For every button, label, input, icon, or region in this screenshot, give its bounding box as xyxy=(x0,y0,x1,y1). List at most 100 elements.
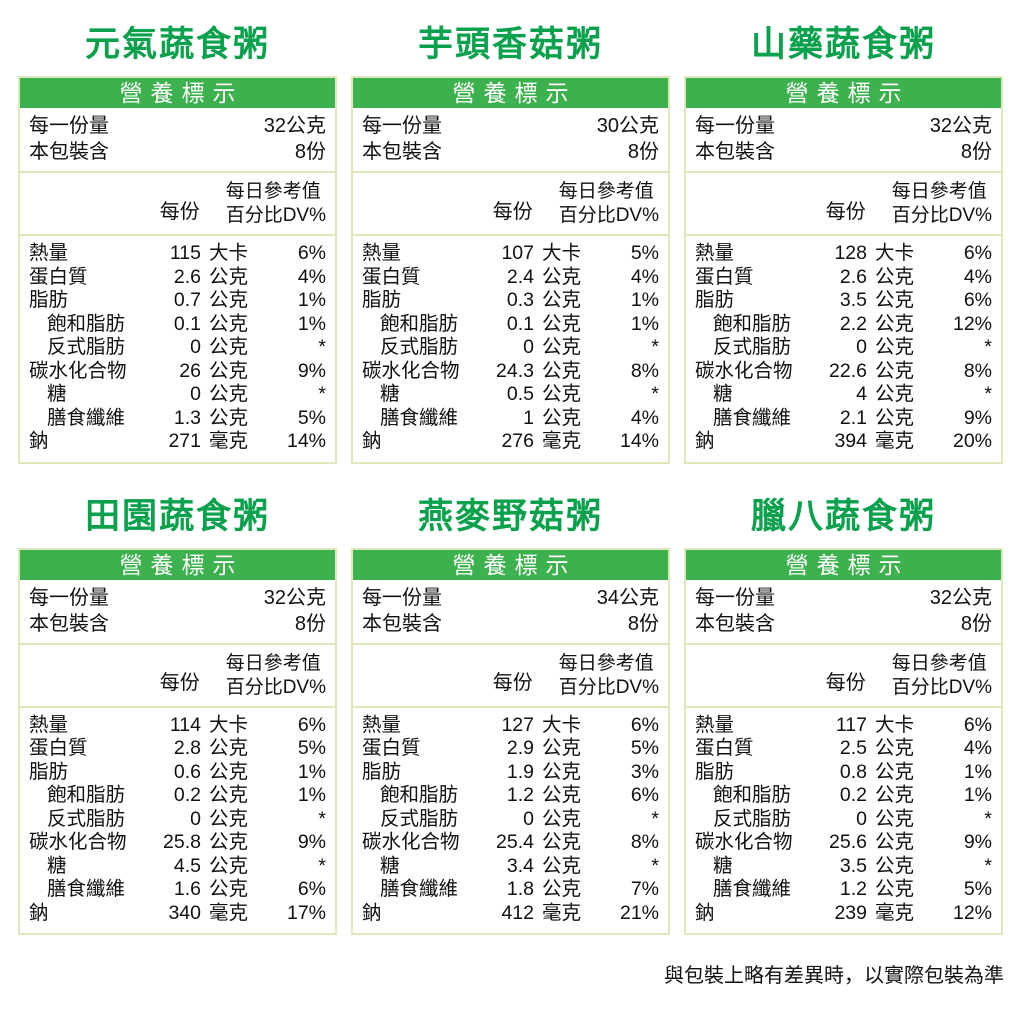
nutrient-value: 25.6 xyxy=(829,831,867,853)
nutrient-name: 反式脂肪 xyxy=(713,807,792,830)
nutrient-value: 107 xyxy=(501,242,534,264)
nutrient-value: 4.5 xyxy=(173,854,201,877)
nutrient-row: 鈉 394 毫克 20% xyxy=(695,430,992,454)
nutrient-value: 127 xyxy=(501,713,534,736)
serving-size-row: 每一份量 32公克 xyxy=(695,585,992,611)
nutrient-row: 碳水化合物 25.8 公克 9% xyxy=(29,831,326,855)
package-contains-row: 本包裝含 8份 xyxy=(29,139,326,165)
nutrient-value: 2.6 xyxy=(839,265,867,288)
nutrient-row: 蛋白質 2.9 公克 5% xyxy=(362,737,659,761)
nutrient-row: 反式脂肪 0 公克 * xyxy=(695,808,992,832)
nutrient-dv: * xyxy=(651,336,659,358)
nutrient-unit: 公克 xyxy=(875,854,915,877)
nutrient-row: 飽和脂肪 0.1 公克 1% xyxy=(362,313,659,337)
nutrient-value: 25.8 xyxy=(163,831,201,853)
nutrient-row: 蛋白質 2.8 公克 5% xyxy=(29,737,326,761)
nutrient-value: 271 xyxy=(168,430,201,452)
nutrient-unit: 公克 xyxy=(209,784,249,806)
nutrient-dv: 20% xyxy=(952,430,992,452)
nutrient-name: 反式脂肪 xyxy=(47,807,126,830)
package-contains-row: 本包裝含 8份 xyxy=(29,611,326,637)
nutrient-dv: 12% xyxy=(952,901,992,924)
nutrient-name: 飽和脂肪 xyxy=(713,784,792,806)
daily-value-line1: 每日參考值 xyxy=(558,181,654,202)
nutrient-value: 1.8 xyxy=(506,878,534,900)
nutrient-value: 0 xyxy=(190,383,201,405)
nutrient-value: 2.9 xyxy=(506,737,534,759)
nutrient-value: 4 xyxy=(856,383,867,405)
product-card: 田園蔬食粥 營養標示 每一份量 32公克 本包裝含 8份 每份 每日參考值 百分… xyxy=(18,484,337,935)
nutrient-unit: 大卡 xyxy=(209,713,249,736)
package-contains-value: 8份 xyxy=(627,612,659,635)
serving-size-row: 每一份量 32公克 xyxy=(29,585,326,611)
nutrient-value: 412 xyxy=(501,901,534,924)
nutrient-value: 115 xyxy=(169,242,201,264)
nutrient-dv: 9% xyxy=(963,831,992,853)
nutrient-row: 反式脂肪 0 公克 * xyxy=(362,336,659,360)
nutrient-row: 蛋白質 2.5 公克 4% xyxy=(695,737,992,761)
daily-value-line1: 每日參考值 xyxy=(225,652,321,674)
package-contains-value: 8份 xyxy=(294,141,326,163)
per-serving-label: 每份 xyxy=(492,200,533,223)
nutrient-name: 脂肪 xyxy=(695,289,735,311)
nutrient-dv: * xyxy=(984,383,992,405)
nutrient-name: 碳水化合物 xyxy=(695,831,793,853)
nutrient-name: 熱量 xyxy=(29,713,69,736)
nutrient-name: 糖 xyxy=(47,854,67,877)
nutrient-unit: 公克 xyxy=(542,878,582,900)
nutrient-dv: 6% xyxy=(297,713,326,736)
nutrient-dv: 8% xyxy=(963,359,992,382)
nutrient-value: 0.2 xyxy=(173,784,201,806)
serving-size-value: 32公克 xyxy=(263,115,326,137)
nutrient-name: 膳食纖維 xyxy=(380,406,459,429)
daily-value-label: 每日參考值 百分比DV% xyxy=(559,652,659,700)
serving-size-label: 每一份量 xyxy=(29,586,109,609)
nutrient-unit: 公克 xyxy=(875,784,915,806)
nutrient-row: 蛋白質 2.6 公克 4% xyxy=(695,266,992,290)
nutrient-row: 鈉 412 毫克 21% xyxy=(362,902,659,926)
nutrient-dv: 6% xyxy=(963,713,992,736)
nutrient-value: 2.5 xyxy=(839,737,867,759)
nutrient-value: 2.4 xyxy=(506,265,534,288)
nutrient-value: 394 xyxy=(834,430,867,452)
nutrient-name: 膳食纖維 xyxy=(380,878,459,900)
product-card: 山藥蔬食粥 營養標示 每一份量 32公克 本包裝含 8份 每份 每日參考值 百分… xyxy=(684,12,1003,464)
nutrient-unit: 公克 xyxy=(542,760,582,783)
nutrient-unit: 公克 xyxy=(875,265,915,288)
nutrient-value: 117 xyxy=(835,713,867,736)
serving-info-section: 每一份量 32公克 本包裝含 8份 xyxy=(686,108,1001,171)
serving-size-row: 每一份量 34公克 xyxy=(362,585,659,611)
nutrient-row: 膳食纖維 1.2 公克 5% xyxy=(695,878,992,902)
daily-value-line2: 百分比DV% xyxy=(558,205,659,226)
nutrient-dv: 5% xyxy=(630,737,659,759)
nutrient-name: 蛋白質 xyxy=(695,265,754,288)
nutrient-dv: * xyxy=(318,336,326,358)
nutrient-row: 鈉 340 毫克 17% xyxy=(29,902,326,926)
label-grid: 元氣蔬食粥 營養標示 每一份量 32公克 本包裝含 8份 每份 每日參考值 百分… xyxy=(18,12,1003,935)
nutrient-row: 糖 4 公克 * xyxy=(695,383,992,407)
nutrient-row: 飽和脂肪 0.2 公克 1% xyxy=(695,784,992,808)
nutrient-dv: 9% xyxy=(297,359,326,382)
nutrient-name: 飽和脂肪 xyxy=(380,784,459,806)
nutrient-name: 熱量 xyxy=(29,242,69,264)
product-title: 山藥蔬食粥 xyxy=(750,25,936,64)
nutrient-value: 3.5 xyxy=(839,854,867,877)
nutrient-name: 膳食纖維 xyxy=(713,406,792,429)
serving-size-row: 每一份量 32公克 xyxy=(695,113,992,139)
nutrient-row: 飽和脂肪 0.2 公克 1% xyxy=(29,784,326,808)
nutrient-row: 碳水化合物 26 公克 9% xyxy=(29,360,326,384)
nutrient-value: 2.1 xyxy=(839,406,867,429)
nutrient-value: 0.7 xyxy=(173,289,201,311)
nutrient-name: 膳食纖維 xyxy=(713,878,792,900)
nutrition-facts-header: 營養標示 xyxy=(20,78,335,108)
nutrient-dv: 17% xyxy=(286,901,326,924)
nutrient-value: 1.2 xyxy=(839,878,867,900)
nutrient-rows: 熱量 117 大卡 6% 蛋白質 2.5 公克 4% 脂肪 0.8 公克 1% 飽和脂肪 0.2 公克 1% 反… xyxy=(686,705,1001,934)
nutrient-dv: 1% xyxy=(297,312,326,335)
nutrient-unit: 公克 xyxy=(542,359,582,382)
nutrient-dv: 1% xyxy=(630,312,659,335)
nutrient-unit: 大卡 xyxy=(875,713,915,736)
nutrient-dv: 1% xyxy=(297,760,326,783)
nutrition-table: 營養標示 每一份量 34公克 本包裝含 8份 每份 每日參考值 百分比DV% 熱… xyxy=(351,547,670,935)
per-serving-label: 每份 xyxy=(159,672,200,694)
